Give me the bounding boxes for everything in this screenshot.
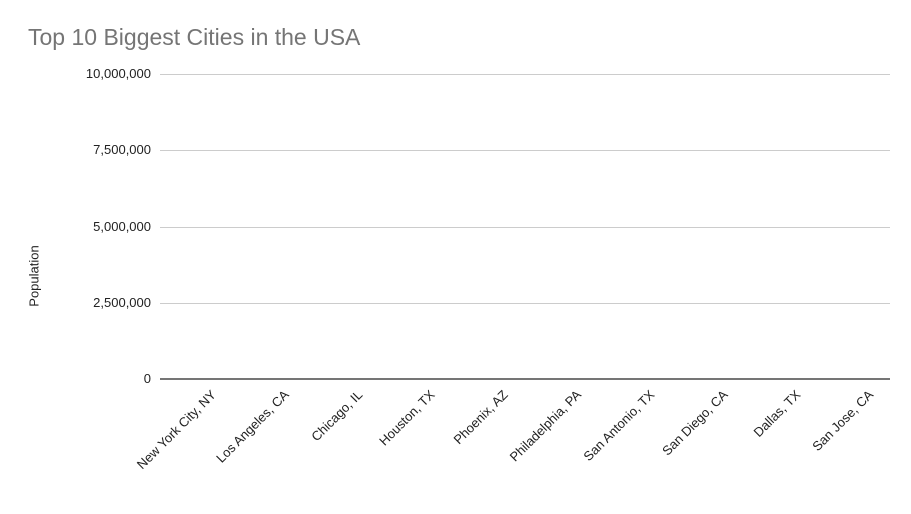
y-tick-label: 5,000,000 <box>93 219 151 234</box>
y-tick-label: 2,500,000 <box>93 295 151 310</box>
gridline <box>160 150 890 151</box>
y-tick-label: 7,500,000 <box>93 142 151 157</box>
gridline <box>160 227 890 228</box>
x-category-label: Houston, TX <box>376 387 439 449</box>
x-category-label: Philadelphia, PA <box>506 387 585 465</box>
y-tick-label: 10,000,000 <box>85 66 151 81</box>
chart-title: Top 10 Biggest Cities in the USA <box>28 24 361 50</box>
x-category-label: New York City, NY <box>134 387 220 473</box>
x-category-label: Los Angeles, CA <box>213 387 293 466</box>
x-category-label: Chicago, IL <box>307 387 366 445</box>
x-category-label: San Diego, CA <box>658 387 731 459</box>
x-category-label: Dallas, TX <box>750 387 804 440</box>
x-axis-baseline <box>160 378 890 380</box>
y-tick-label: 0 <box>143 371 151 386</box>
x-category-label: Phoenix, AZ <box>450 387 512 448</box>
gridline <box>160 74 890 75</box>
x-category-label: San Jose, CA <box>809 387 877 454</box>
gridline <box>160 303 890 304</box>
x-category-label: San Antonio, TX <box>580 387 658 464</box>
